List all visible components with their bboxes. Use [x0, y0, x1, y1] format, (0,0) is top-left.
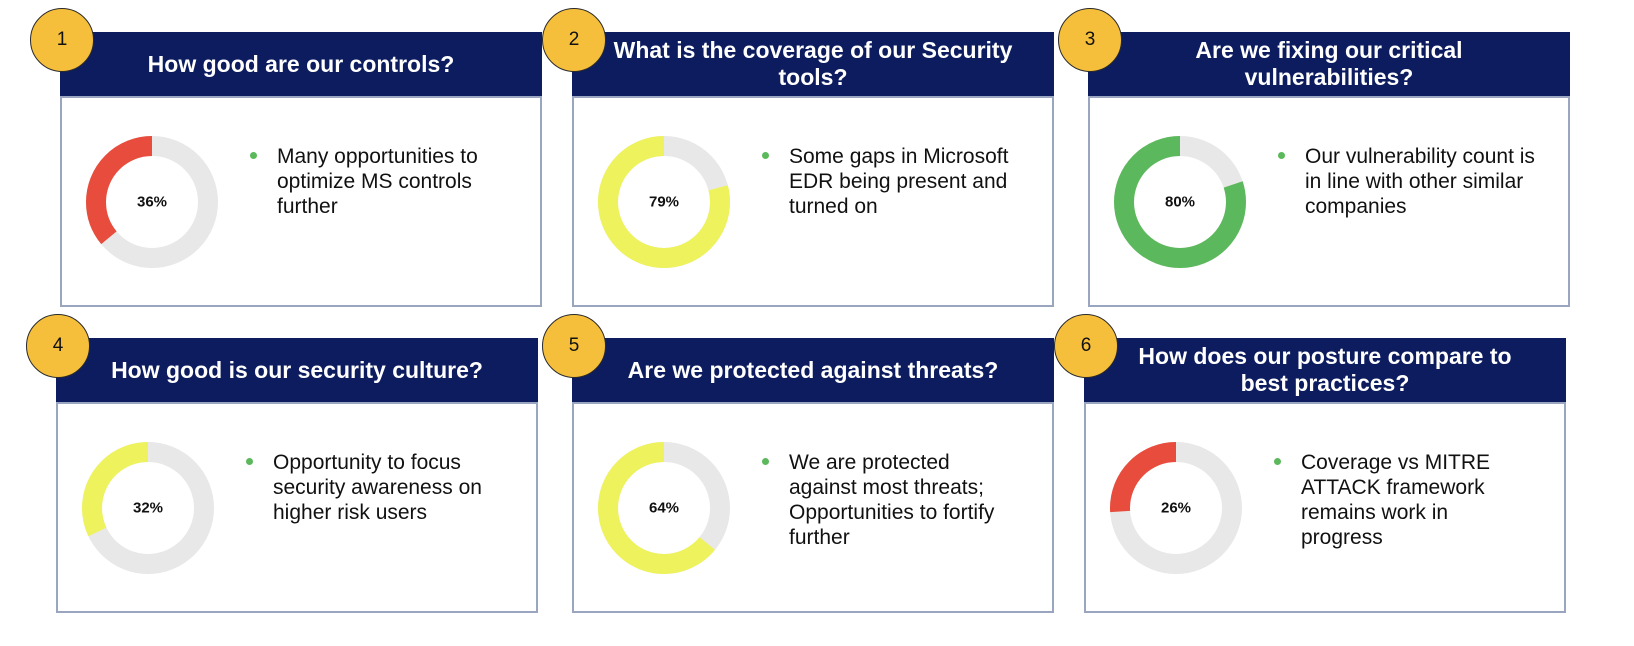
finding-text: We are protected against most threats; O…	[789, 451, 995, 549]
donut-value-arc	[82, 442, 214, 574]
donut-svg: 26%	[1110, 442, 1242, 574]
finding-text: Some gaps in Microsoft EDR being present…	[789, 145, 1009, 218]
card-title: How does our posture compare to best pra…	[1084, 338, 1566, 402]
card-tool-coverage: What is the coverage of our Security too…	[542, 8, 1054, 307]
bullet-dot-icon	[762, 152, 769, 159]
card-number-badge: 1	[30, 8, 94, 72]
donut-chart: 79%	[594, 132, 734, 272]
card-number-badge: 2	[542, 8, 606, 72]
donut-svg: 64%	[598, 442, 730, 574]
card-box	[572, 402, 1054, 613]
donut-chart: 64%	[594, 438, 734, 578]
card-vulnerabilities: Are we fixing our critical vulnerabiliti…	[1058, 8, 1570, 307]
finding-text: Our vulnerability count is in line with …	[1305, 145, 1535, 218]
card-controls: How good are our controls? 1 36% Many op…	[30, 8, 542, 307]
donut-value-arc	[86, 136, 218, 268]
donut-percent-label: 32%	[133, 500, 163, 517]
donut-value-arc	[1114, 136, 1246, 268]
bullet-dot-icon	[762, 458, 769, 465]
donut-chart: 26%	[1106, 438, 1246, 578]
donut-svg: 32%	[82, 442, 214, 574]
donut-svg: 36%	[86, 136, 218, 268]
finding-bullet: Opportunity to focus security awareness …	[246, 450, 506, 525]
card-title: Are we protected against threats?	[572, 338, 1054, 402]
card-number-badge: 6	[1054, 314, 1118, 378]
card-number-badge: 5	[542, 314, 606, 378]
donut-value-arc	[1110, 442, 1242, 574]
donut-percent-label: 80%	[1165, 194, 1195, 211]
bullet-dot-icon	[250, 152, 257, 159]
card-box	[1088, 96, 1570, 307]
donut-chart: 32%	[78, 438, 218, 578]
card-best-practices: How does our posture compare to best pra…	[1054, 314, 1566, 613]
finding-bullet: Coverage vs MITRE ATTACK framework remai…	[1274, 450, 1534, 550]
finding-bullet: We are protected against most threats; O…	[762, 450, 1022, 550]
donut-percent-label: 79%	[649, 194, 679, 211]
card-box	[60, 96, 542, 307]
donut-chart: 80%	[1110, 132, 1250, 272]
finding-bullet: Many opportunities to optimize MS contro…	[250, 144, 510, 219]
card-number-badge: 4	[26, 314, 90, 378]
bullet-dot-icon	[1278, 152, 1285, 159]
finding-text: Many opportunities to optimize MS contro…	[277, 145, 478, 218]
donut-value-arc	[598, 136, 730, 268]
finding-text: Coverage vs MITRE ATTACK framework remai…	[1301, 451, 1491, 549]
donut-percent-label: 26%	[1161, 500, 1191, 517]
finding-bullet: Some gaps in Microsoft EDR being present…	[762, 144, 1022, 219]
card-title: How good are our controls?	[60, 32, 542, 96]
finding-bullet: Our vulnerability count is in line with …	[1278, 144, 1538, 219]
donut-percent-label: 64%	[649, 500, 679, 517]
donut-value-arc	[598, 442, 730, 574]
card-title: How good is our security culture?	[56, 338, 538, 402]
card-threat-protection: Are we protected against threats? 5 64% …	[542, 314, 1054, 613]
card-box	[56, 402, 538, 613]
finding-text: Opportunity to focus security awareness …	[273, 451, 482, 524]
donut-chart: 36%	[82, 132, 222, 272]
bullet-dot-icon	[1274, 458, 1281, 465]
donut-svg: 79%	[598, 136, 730, 268]
donut-percent-label: 36%	[137, 194, 167, 211]
card-security-culture: How good is our security culture? 4 32% …	[26, 314, 538, 613]
card-title: Are we fixing our critical vulnerabiliti…	[1088, 32, 1570, 96]
donut-svg: 80%	[1114, 136, 1246, 268]
card-box	[572, 96, 1054, 307]
card-box	[1084, 402, 1566, 613]
card-title: What is the coverage of our Security too…	[572, 32, 1054, 96]
bullet-dot-icon	[246, 458, 253, 465]
card-number-badge: 3	[1058, 8, 1122, 72]
